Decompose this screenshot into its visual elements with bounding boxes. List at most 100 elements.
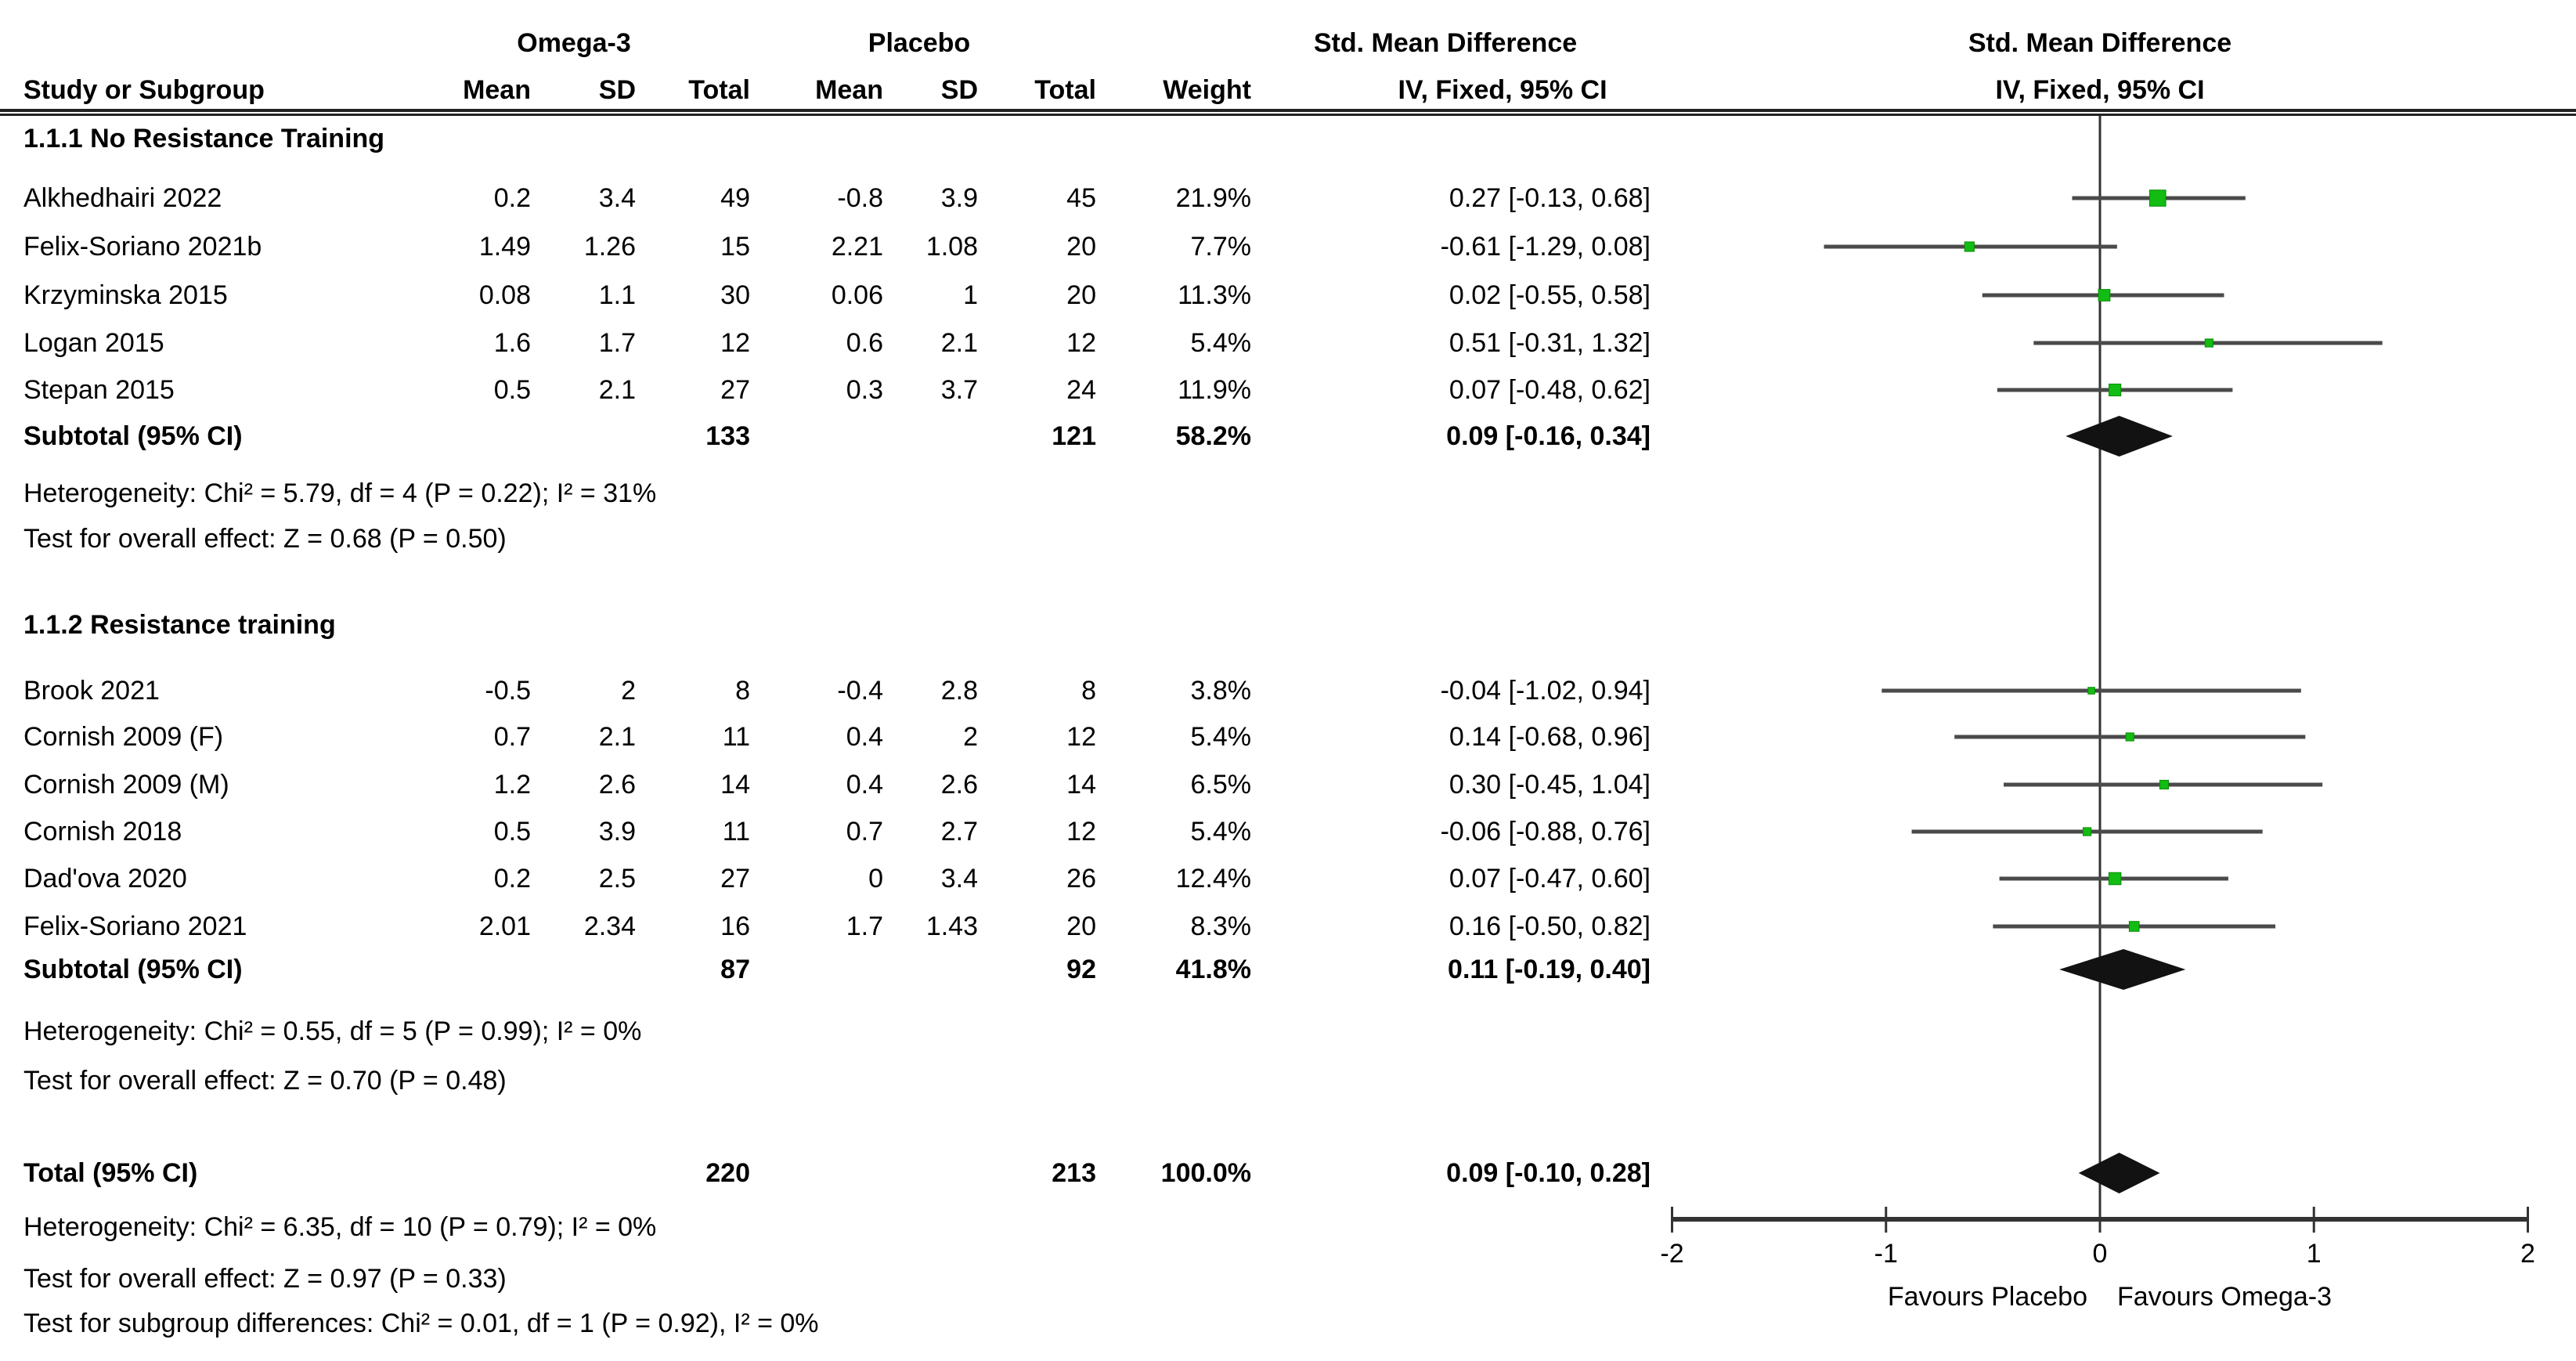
favours-right-label: Favours Omega-3 (2117, 1282, 2332, 1312)
total-placebo-total: 213 (1052, 1158, 1096, 1188)
heterogeneity-note: Heterogeneity: Chi² = 0.55, df = 5 (P = … (23, 1016, 642, 1046)
weight-cell: 8.3% (1190, 912, 1252, 941)
effect-marker (2159, 779, 2170, 790)
omega3-mean-cell: 1.6 (493, 328, 531, 358)
placebo-mean-cell: 0.6 (846, 328, 883, 358)
x-axis-tick-label: 1 (2307, 1239, 2322, 1269)
omega3-total-cell: 11 (722, 817, 750, 847)
omega3-mean-cell: 2.01 (478, 912, 531, 941)
omega3-group-header: Omega-3 (517, 28, 631, 58)
total-smd-ci: 0.09 [-0.10, 0.28] (1446, 1158, 1651, 1188)
placebo-total-cell: 20 (1066, 912, 1096, 941)
placebo-total-cell: 8 (1081, 676, 1096, 706)
placebo-mean-cell: 0.3 (846, 375, 883, 405)
smd-table-header: Std. Mean Difference (1313, 28, 1578, 58)
placebo-mean-cell: -0.4 (837, 676, 883, 706)
omega3-total-cell: 30 (720, 280, 750, 310)
placebo-sd-cell: 3.4 (940, 864, 978, 893)
omega3-total-cell: 14 (720, 770, 750, 800)
subtotal-weight: 58.2% (1175, 421, 1251, 451)
placebo-total-column-header: Total (1034, 75, 1096, 105)
placebo-sd-cell: 2.1 (940, 328, 978, 358)
weight-cell: 11.9% (1178, 375, 1251, 405)
placebo-total-cell: 45 (1066, 183, 1096, 213)
placebo-total-cell: 12 (1066, 817, 1096, 847)
placebo-sd-cell: 1.08 (925, 232, 978, 262)
omega3-sd-column-header: SD (598, 75, 636, 105)
smd-ci-cell: 0.14 [-0.68, 0.96] (1449, 722, 1651, 752)
effect-marker (2109, 383, 2122, 397)
placebo-total-cell: 12 (1066, 328, 1096, 358)
subgroup-differences-note: Test for subgroup differences: Chi² = 0.… (23, 1309, 819, 1338)
placebo-mean-cell: 0 (868, 864, 883, 893)
total-overall-effect-note: Test for overall effect: Z = 0.97 (P = 0… (23, 1264, 507, 1294)
omega3-sd-cell: 3.4 (598, 183, 636, 213)
study-name: Dad'ova 2020 (23, 864, 187, 893)
placebo-sd-cell: 2.7 (940, 817, 978, 847)
iv-fixed-plot-header: IV, Fixed, 95% CI (1995, 75, 2205, 105)
subtotal-omega3-total: 87 (720, 955, 750, 984)
smd-ci-cell: -0.04 [-1.02, 0.94] (1440, 676, 1651, 706)
weight-cell: 11.3% (1178, 280, 1251, 310)
smd-plot-header: Std. Mean Difference (1968, 28, 2232, 58)
favours-left-label: Favours Placebo (1887, 1282, 2087, 1312)
placebo-total-cell: 24 (1066, 375, 1096, 405)
study-name: Felix-Soriano 2021b (23, 232, 262, 262)
placebo-total-cell: 20 (1066, 232, 1096, 262)
total-diamond (2078, 1153, 2160, 1193)
effect-marker (2148, 190, 2167, 207)
subgroup-title: 1.1.1 No Resistance Training (23, 124, 385, 153)
omega3-sd-cell: 2.1 (598, 722, 636, 752)
weight-cell: 6.5% (1190, 770, 1252, 800)
placebo-group-header: Placebo (868, 28, 971, 58)
omega3-sd-cell: 2.1 (598, 375, 636, 405)
omega3-total-cell: 27 (720, 375, 750, 405)
effect-marker (2128, 921, 2140, 932)
placebo-total-cell: 12 (1066, 722, 1096, 752)
study-name: Felix-Soriano 2021 (23, 912, 247, 941)
weight-cell: 5.4% (1190, 817, 1252, 847)
overall-effect-note: Test for overall effect: Z = 0.68 (P = 0… (23, 524, 507, 554)
effect-marker (1964, 241, 1975, 252)
omega3-sd-cell: 2.5 (598, 864, 636, 893)
placebo-mean-cell: -0.8 (837, 183, 883, 213)
omega3-total-cell: 49 (720, 183, 750, 213)
smd-ci-cell: 0.30 [-0.45, 1.04] (1449, 770, 1651, 800)
weight-cell: 21.9% (1175, 183, 1251, 213)
placebo-sd-cell: 2.8 (940, 676, 978, 706)
study-name: Cornish 2009 (F) (23, 722, 224, 752)
effect-marker (2082, 827, 2092, 836)
overall-effect-note: Test for overall effect: Z = 0.70 (P = 0… (23, 1066, 507, 1096)
omega3-mean-cell: -0.5 (485, 676, 531, 706)
subtotal-smd-ci: 0.09 [-0.16, 0.34] (1446, 421, 1651, 451)
subtotal-placebo-total: 121 (1052, 421, 1096, 451)
omega3-mean-cell: 1.2 (493, 770, 531, 800)
placebo-mean-cell: 0.06 (831, 280, 883, 310)
placebo-sd-cell: 2 (963, 722, 978, 752)
effect-marker (2108, 872, 2122, 886)
subtotal-diamond (2059, 949, 2186, 990)
placebo-total-cell: 20 (1066, 280, 1096, 310)
weight-cell: 5.4% (1190, 722, 1252, 752)
total-weight: 100.0% (1160, 1158, 1251, 1188)
omega3-total-cell: 8 (735, 676, 750, 706)
omega3-mean-column-header: Mean (463, 75, 531, 105)
x-axis-tick-label: -1 (1874, 1239, 1898, 1269)
effect-marker (2204, 338, 2213, 348)
placebo-mean-cell: 0.7 (846, 817, 883, 847)
study-column-header: Study or Subgroup (23, 75, 265, 105)
total-label: Total (95% CI) (23, 1158, 198, 1188)
smd-ci-cell: -0.61 [-1.29, 0.08] (1440, 232, 1651, 262)
omega3-total-cell: 15 (720, 232, 750, 262)
omega3-mean-cell: 0.5 (493, 375, 531, 405)
omega3-sd-cell: 3.9 (598, 817, 636, 847)
total-omega3-total: 220 (705, 1158, 750, 1188)
placebo-sd-cell: 2.6 (940, 770, 978, 800)
subtotal-diamond (2065, 416, 2173, 457)
subtotal-placebo-total: 92 (1066, 955, 1096, 984)
study-name: Logan 2015 (23, 328, 164, 358)
omega3-sd-cell: 1.1 (598, 280, 636, 310)
subtotal-omega3-total: 133 (705, 421, 750, 451)
omega3-mean-cell: 0.7 (493, 722, 531, 752)
